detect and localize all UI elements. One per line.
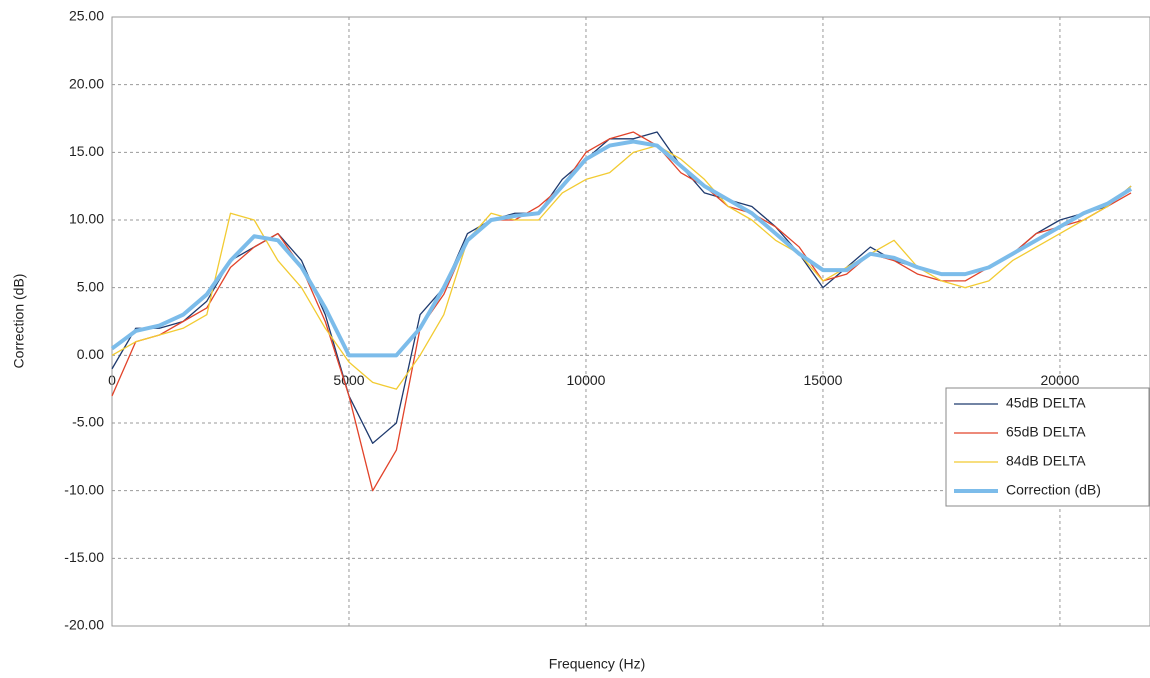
y-tick-label: 15.00 bbox=[69, 143, 104, 159]
x-tick-label: 5000 bbox=[333, 372, 364, 388]
y-tick-label: -20.00 bbox=[64, 617, 104, 633]
y-tick-label: -10.00 bbox=[64, 481, 104, 497]
y-tick-label: 25.00 bbox=[69, 8, 104, 24]
legend-box bbox=[945, 387, 1150, 507]
x-tick-label: 15000 bbox=[803, 372, 842, 388]
plot-frame bbox=[111, 16, 1150, 627]
legend-label: 65dB DELTA bbox=[1006, 424, 1086, 440]
line-series bbox=[111, 144, 1132, 390]
y-axis-title: Correction (dB) bbox=[11, 274, 27, 369]
y-tick-label: 20.00 bbox=[69, 75, 104, 91]
line-series bbox=[111, 131, 1132, 492]
y-tick-label: 0.00 bbox=[77, 346, 104, 362]
x-axis-title: Frequency (Hz) bbox=[549, 656, 645, 672]
line-series bbox=[110, 139, 1133, 358]
y-tick-label: -5.00 bbox=[72, 414, 104, 430]
x-tick-label: 20000 bbox=[1040, 372, 1079, 388]
legend-label: Correction (dB) bbox=[1006, 482, 1101, 498]
legend-label: 84dB DELTA bbox=[1006, 453, 1086, 469]
legend-label: 45dB DELTA bbox=[1006, 395, 1086, 411]
y-tick-label: 5.00 bbox=[77, 278, 104, 294]
x-tick-label: 10000 bbox=[567, 372, 606, 388]
y-tick-label: -15.00 bbox=[64, 549, 104, 565]
y-tick-label: 10.00 bbox=[69, 211, 104, 227]
